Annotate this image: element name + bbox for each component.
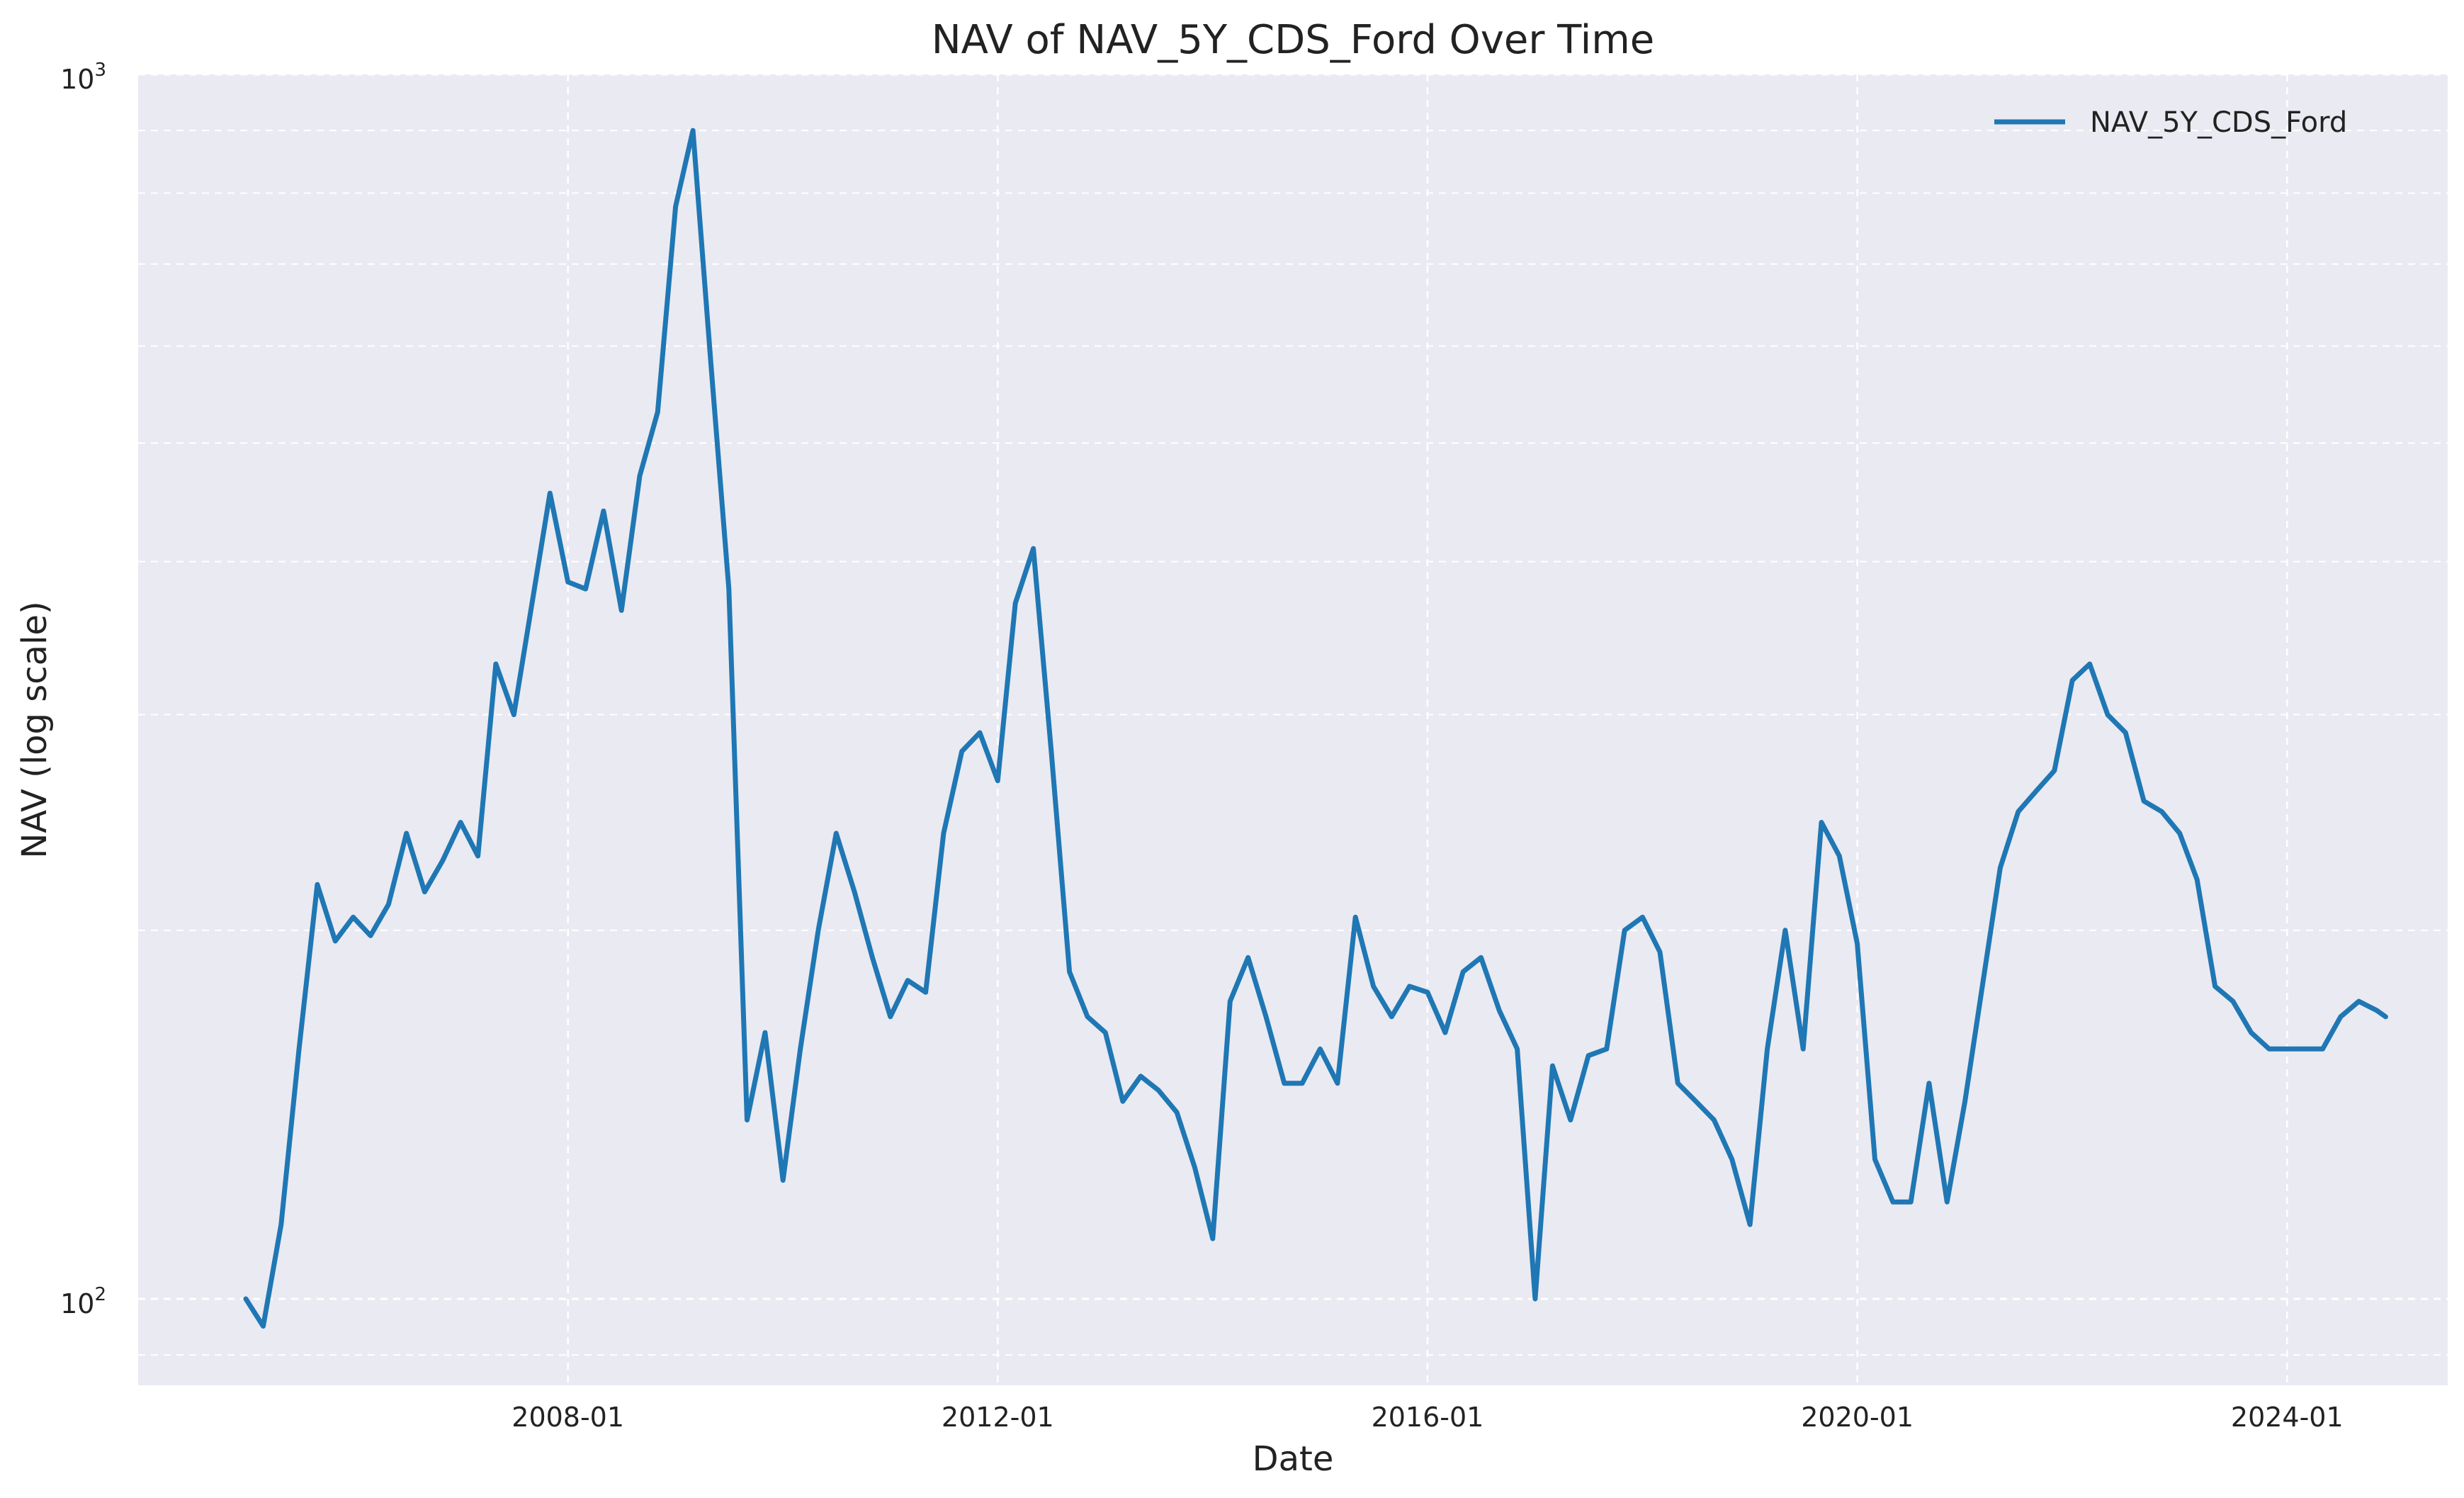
x-tick-label: 2016-01: [1372, 1402, 1484, 1433]
chart-title: NAV of NAV_5Y_CDS_Ford Over Time: [932, 17, 1654, 63]
x-axis: 2008-01 2012-01 2016-01 2020-01 2024-01: [512, 1402, 2343, 1433]
x-tick-label: 2020-01: [1801, 1402, 1914, 1433]
series-line-nav-5y-cds-ford: [243, 128, 2388, 1329]
grid: [138, 73, 2448, 1385]
y-tick-label: 102: [60, 1284, 106, 1319]
y-axis-title: NAV (log scale): [15, 601, 55, 858]
plot-area: [138, 74, 2448, 1385]
series-layer: [243, 128, 2388, 1329]
x-tick-label: 2024-01: [2231, 1402, 2344, 1433]
y-tick-label: 103: [60, 60, 106, 95]
legend-label: NAV_5Y_CDS_Ford: [2090, 106, 2347, 139]
legend: NAV_5Y_CDS_Ford: [1994, 106, 2347, 139]
y-axis: 102 103: [60, 60, 106, 1319]
x-axis-title: Date: [1253, 1439, 1334, 1479]
x-tick-label: 2012-01: [942, 1402, 1054, 1433]
x-tick-label: 2008-01: [512, 1402, 624, 1433]
